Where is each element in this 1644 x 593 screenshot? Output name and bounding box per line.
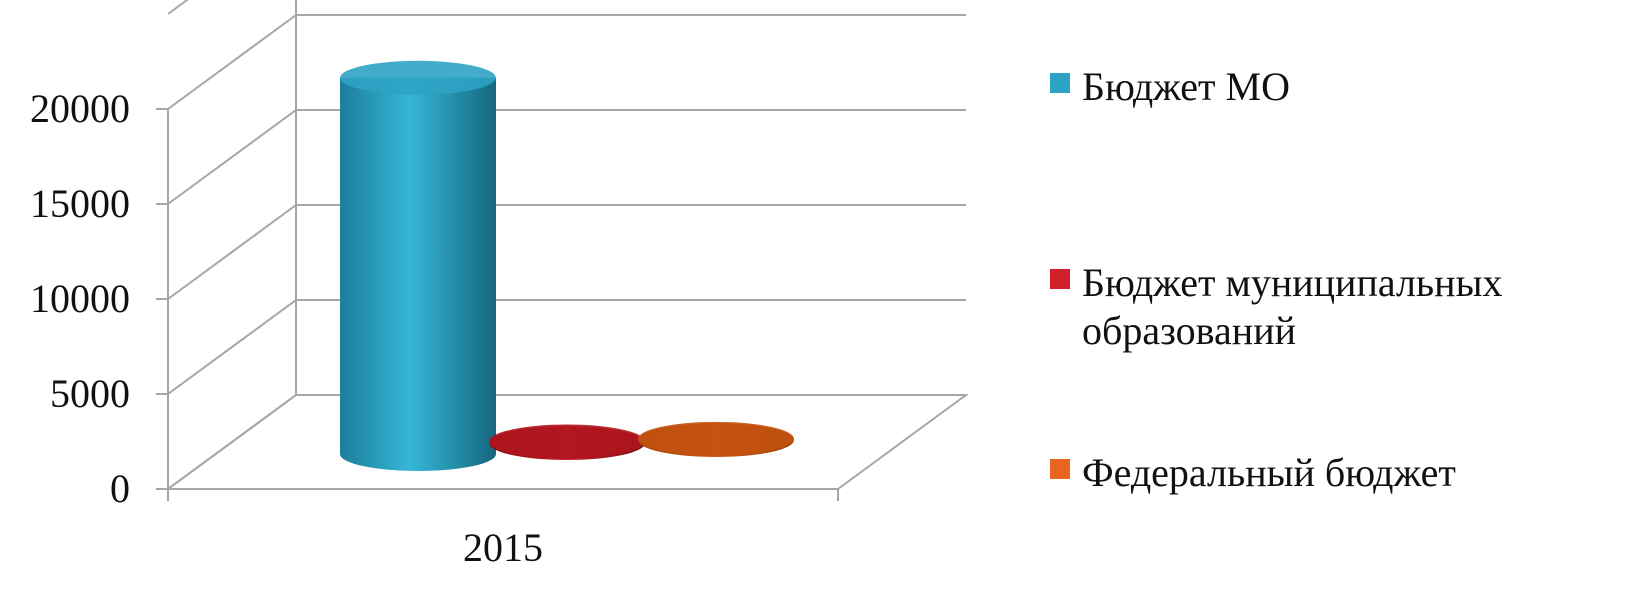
x-tick-label: 2015	[463, 525, 543, 570]
y-tick-label: 5000	[50, 371, 130, 416]
floor	[164, 394, 970, 490]
legend: Бюджет МО Бюджет муниципальныхобразований…	[1050, 64, 1502, 495]
bar-body	[340, 77, 496, 472]
bars-layer	[340, 60, 794, 472]
legend-label: Федеральный бюджет	[1082, 450, 1456, 495]
legend-swatch	[1050, 73, 1070, 93]
legend-item: Федеральный бюджет	[1050, 450, 1456, 495]
y-tick-label: 15000	[30, 181, 130, 226]
bar-top	[340, 60, 496, 95]
legend-swatch	[1050, 459, 1070, 479]
legend-label: Бюджет МО	[1082, 64, 1290, 109]
bar-top	[489, 424, 645, 459]
y-tick-label: 20000	[30, 86, 130, 131]
y-tick-label: 10000	[30, 276, 130, 321]
y-tick-label: 0	[110, 466, 130, 511]
gridline-diagonal	[167, 0, 189, 15]
legend-item: Бюджет МО	[1050, 64, 1290, 109]
legend-label: Бюджет муниципальных	[1082, 260, 1502, 305]
gridline-diagonal	[167, 14, 297, 110]
gridline-diagonal	[167, 204, 297, 300]
legend-label: образований	[1082, 308, 1296, 353]
grid-layer	[164, 0, 970, 490]
bar-0	[340, 60, 496, 472]
axis-layer: 0 5000 10000 15000 20000 2015	[30, 86, 839, 570]
bar-2	[638, 421, 794, 457]
bar-top	[638, 421, 794, 456]
gridline-diagonal	[167, 109, 297, 205]
legend-swatch	[1050, 269, 1070, 289]
bar-1	[489, 424, 645, 460]
gridline-diagonal	[167, 299, 297, 395]
